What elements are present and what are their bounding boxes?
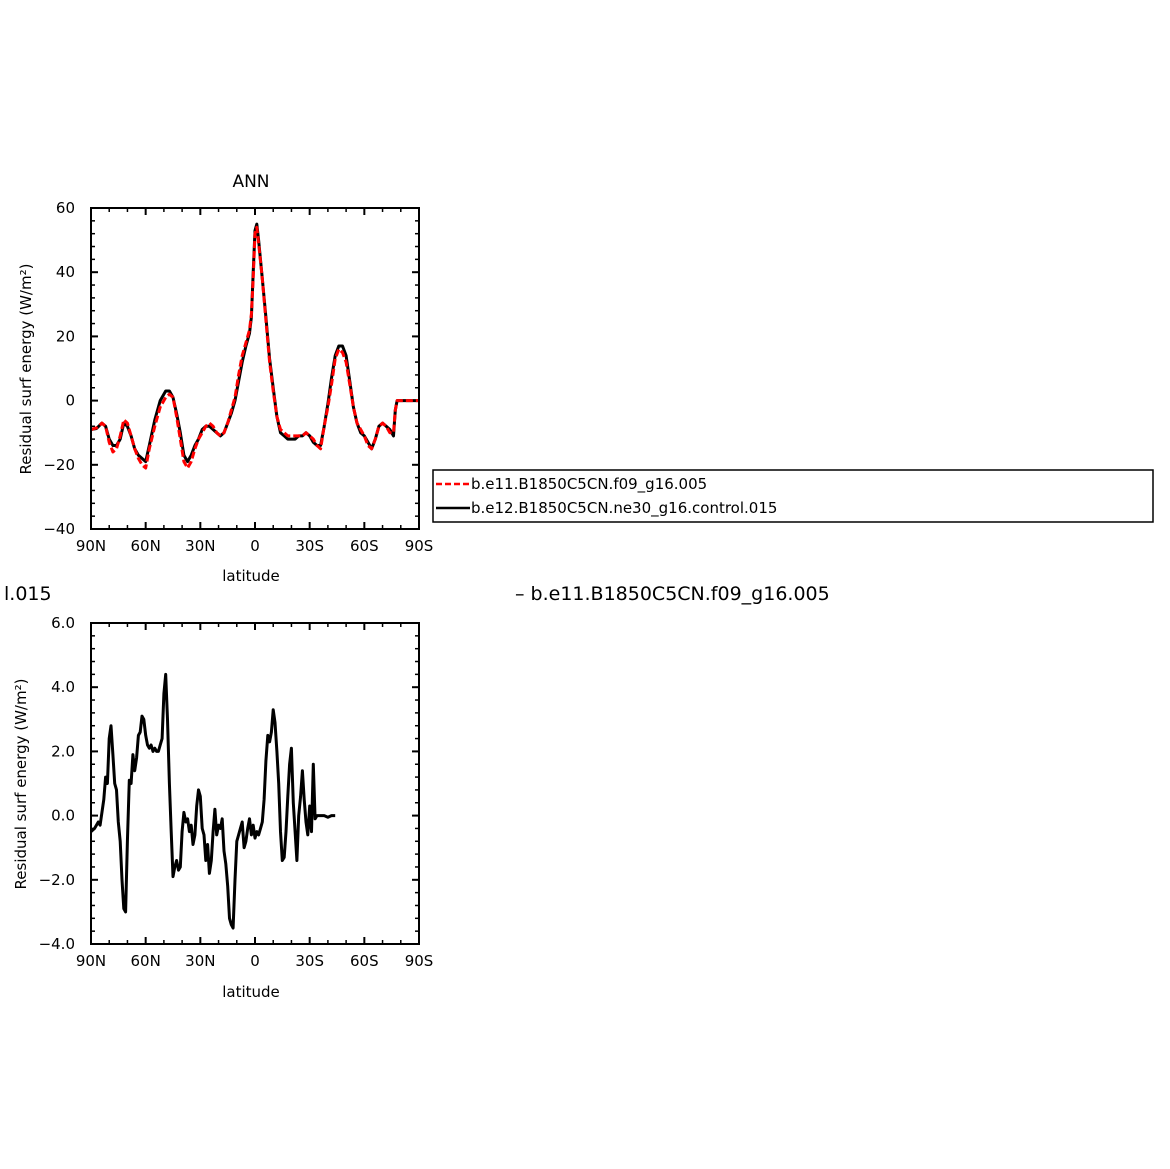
bottom-chart-frame <box>90 622 420 945</box>
legend-entry-1: b.e11.B1850C5CN.f09_g16.005 <box>471 475 707 494</box>
bottom-chart-series-lines <box>90 672 336 930</box>
y-tick-label: 6.0 <box>51 614 75 632</box>
x-tick-label: 90N <box>76 952 106 970</box>
series-line-black-solid <box>90 222 419 464</box>
series-line-red-dashed <box>90 225 419 470</box>
y-tick-label: −4.0 <box>39 935 75 953</box>
x-tick-label: 90S <box>405 537 434 555</box>
y-tick-label: 0 <box>65 392 75 410</box>
top-chart-y-tick-labels: −40 −20 0 20 40 60 <box>43 199 75 538</box>
legend: b.e11.B1850C5CN.f09_g16.005 b.e12.B1850C… <box>432 469 1154 523</box>
x-tick-label: 60N <box>131 537 161 555</box>
x-tick-label: 0 <box>250 537 260 555</box>
x-tick-label: 30S <box>295 952 324 970</box>
legend-entry-2: b.e12.B1850C5CN.ne30_g16.control.015 <box>471 499 777 518</box>
x-tick-label: 30S <box>295 537 324 555</box>
y-tick-label: −40 <box>43 520 75 538</box>
x-tick-label: 90S <box>405 952 434 970</box>
top-chart-series-lines <box>90 222 419 470</box>
top-chart-y-axis-label: Residual surf energy (W/m²) <box>17 264 35 475</box>
x-tick-label: 60S <box>350 952 379 970</box>
bottom-chart-y-axis-label: Residual surf energy (W/m²) <box>12 679 30 890</box>
bottom-chart-x-axis-label: latitude <box>222 983 280 1001</box>
bottom-chart: 90N 60N 30N 0 30S 60S 90S −4.0 −2.0 0.0 2.0 4.0 6.0… <box>12 614 433 1001</box>
y-tick-label: −20 <box>43 456 75 474</box>
subtitle-left-fragment: l.015 <box>4 583 52 605</box>
y-tick-label: 2.0 <box>51 742 75 760</box>
y-tick-label: 0.0 <box>51 807 75 825</box>
top-chart-title: ANN <box>232 172 269 192</box>
y-tick-label: 4.0 <box>51 678 75 696</box>
top-chart-frame <box>90 207 420 530</box>
x-tick-label: 30N <box>185 537 215 555</box>
x-tick-label: 30N <box>185 952 215 970</box>
top-chart-x-axis-label: latitude <box>222 567 280 585</box>
bottom-chart-y-tick-labels: −4.0 −2.0 0.0 2.0 4.0 6.0 <box>39 614 75 953</box>
subtitle-right-fragment: – b.e11.B1850C5CN.f09_g16.005 <box>515 583 830 605</box>
y-tick-label: 60 <box>56 199 75 217</box>
x-tick-label: 90N <box>76 537 106 555</box>
top-chart: ANN 90N 60N 30N 0 30S 60S 90S −40 −20 0 20 40 60 la… <box>17 172 433 585</box>
bottom-chart-x-tick-labels: 90N 60N 30N 0 30S 60S 90S <box>76 952 433 970</box>
x-tick-label: 0 <box>250 952 260 970</box>
x-tick-label: 60S <box>350 537 379 555</box>
x-tick-label: 60N <box>131 952 161 970</box>
top-chart-x-tick-labels: 90N 60N 30N 0 30S 60S 90S <box>76 537 433 555</box>
series-line-black-solid <box>90 672 336 930</box>
bottom-chart-ticks <box>90 622 420 945</box>
y-tick-label: 40 <box>56 263 75 281</box>
y-tick-label: 20 <box>56 327 75 345</box>
y-tick-label: −2.0 <box>39 871 75 889</box>
legend-box <box>432 469 1154 523</box>
